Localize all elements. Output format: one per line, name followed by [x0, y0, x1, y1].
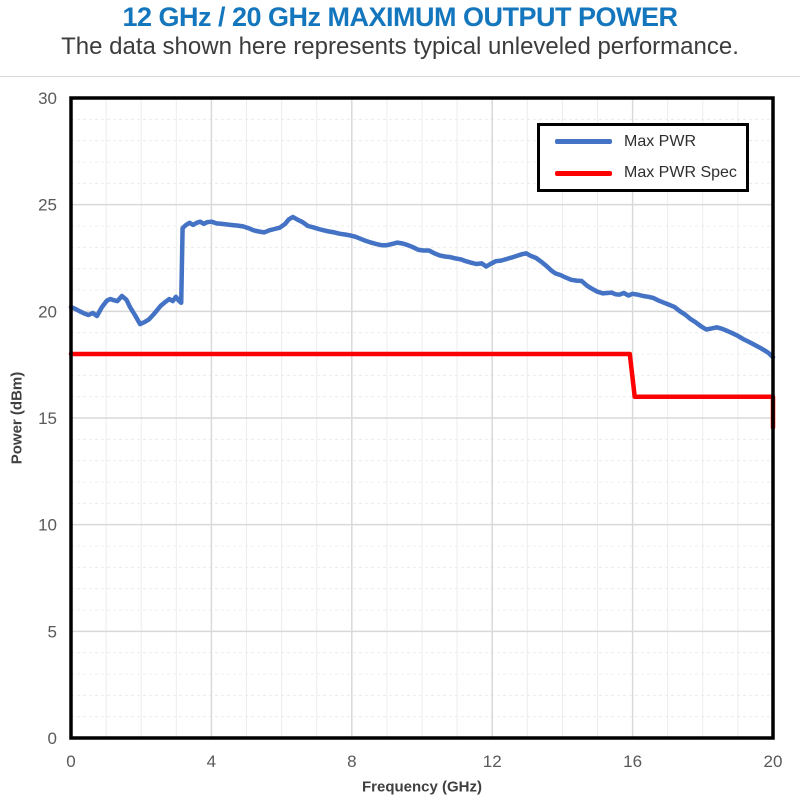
x-tick-label: 12 [483, 752, 502, 771]
y-tick-label: 20 [38, 302, 57, 321]
header-divider [0, 76, 800, 77]
y-tick-label: 0 [48, 729, 57, 748]
max-pwr-legend-label: Max PWR [624, 132, 696, 150]
x-axis-title: Frequency (GHz) [361, 778, 483, 796]
max-pwr-spec-line-swatch [555, 170, 612, 176]
plot-border [69, 96, 775, 740]
y-tick-label: 15 [38, 409, 57, 428]
x-tick-label: 8 [347, 752, 356, 771]
y-tick-label: 25 [38, 196, 57, 215]
legend-item-max-pwr-spec: Max PWR Spec [540, 158, 746, 189]
legend-item-max-pwr: Max PWR [540, 126, 746, 157]
x-tick-label: 4 [207, 752, 216, 771]
x-tick-label: 0 [66, 752, 75, 771]
y-axis-title: Power (dBm) [8, 371, 26, 465]
y-tick-label: 10 [38, 516, 57, 535]
y-tick-label: 5 [48, 622, 57, 641]
max-pwr-line-swatch [555, 139, 612, 145]
series-line-max-pwr [68, 214, 776, 360]
page-subtitle: The data shown here represents typical u… [61, 33, 739, 60]
x-tick-label: 20 [764, 752, 783, 771]
page-title: 12 GHz / 20 GHz MAXIMUM OUTPUT POWER [122, 2, 678, 32]
max-pwr-spec-legend-label: Max PWR Spec [624, 164, 737, 182]
y-tick-label: 30 [38, 89, 57, 108]
chart-legend: Max PWR Max PWR Spec [537, 123, 749, 192]
x-tick-label: 16 [623, 752, 642, 771]
